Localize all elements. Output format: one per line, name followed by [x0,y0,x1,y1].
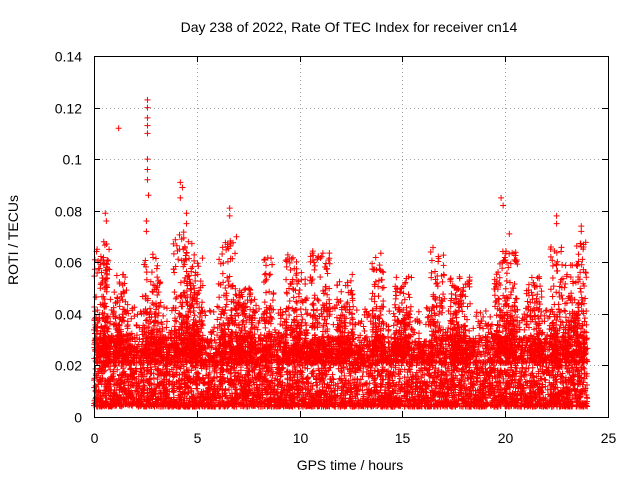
data-point [347,372,354,379]
data-point [442,369,449,376]
data-point [138,341,145,348]
data-point [313,382,320,389]
data-point [563,365,570,372]
data-point [337,376,344,383]
chart-title: Day 238 of 2022, Rate Of TEC Index for r… [181,19,518,35]
data-point [251,369,258,376]
data-point [512,379,519,386]
data-point [507,384,514,391]
data-point [388,364,395,371]
data-point [542,377,549,384]
data-point [581,375,588,382]
data-point [224,395,231,402]
data-points [91,96,591,410]
data-point [176,371,183,378]
data-point [366,380,373,387]
data-point [440,375,447,382]
data-point [195,390,202,397]
data-point [559,379,566,386]
data-point [209,377,216,384]
